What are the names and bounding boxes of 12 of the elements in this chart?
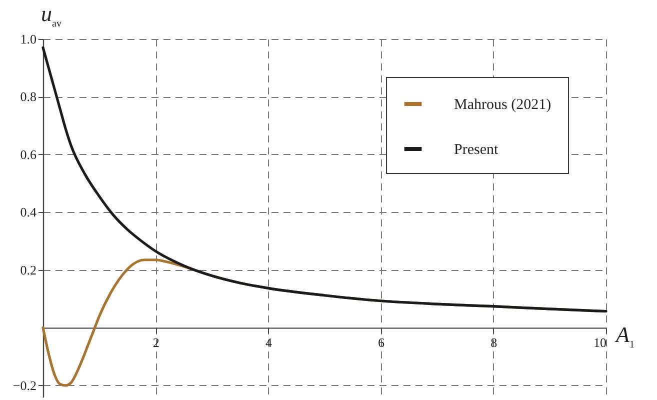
x-axis-title: A$_{1}$: [616, 322, 634, 350]
x-tick-label: 10: [594, 335, 606, 350]
y-tick-label: 0.4: [20, 204, 37, 220]
legend-label: Present: [454, 142, 499, 158]
legend-label: Mahrous (2021): [454, 97, 552, 113]
y-tick-label: −0.2: [12, 378, 36, 393]
y-tick-label: 0.8: [20, 89, 36, 104]
y-tick-label: 1.0: [20, 32, 36, 46]
line-series: [42, 46, 608, 313]
y-axis-title: u$_{av}$: [41, 1, 62, 30]
y-tick-label: 0.6: [20, 146, 37, 162]
y-tick-label: 0.2: [20, 262, 36, 278]
